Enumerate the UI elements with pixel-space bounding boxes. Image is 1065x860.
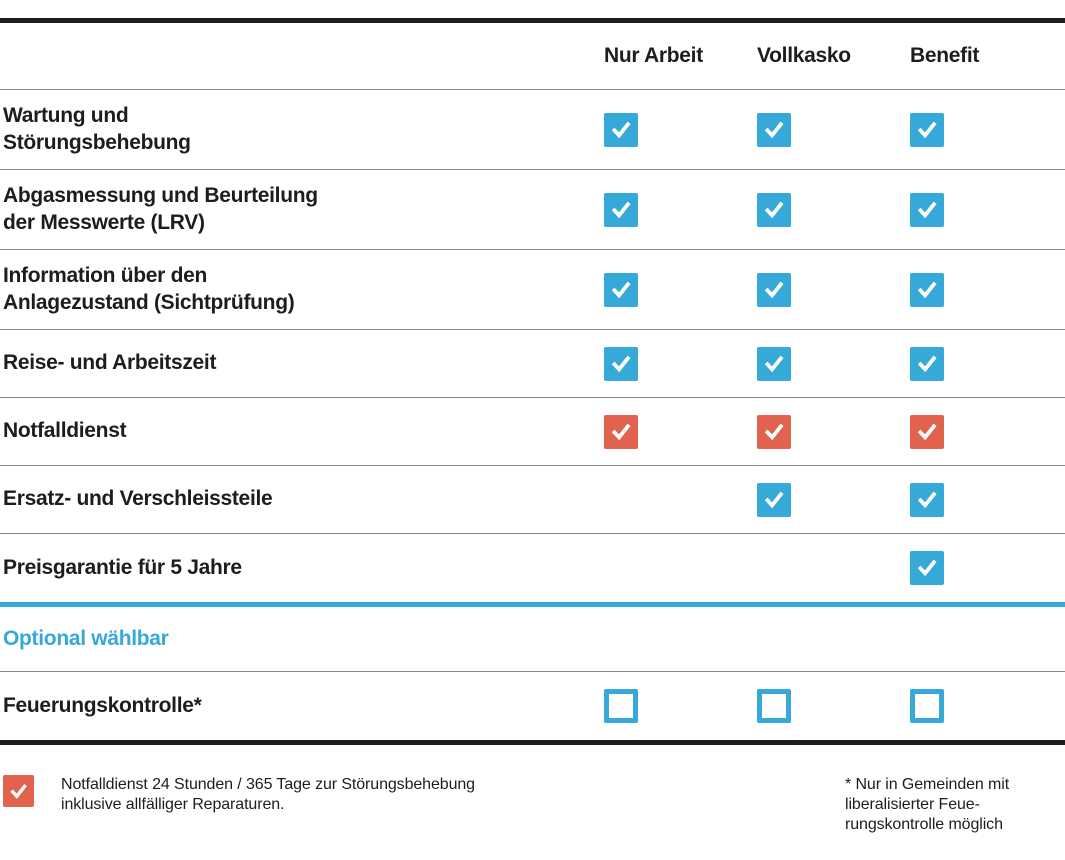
table-row: Notfalldienst bbox=[0, 398, 1065, 466]
blue-check-icon bbox=[757, 482, 791, 517]
red-check-icon bbox=[604, 414, 638, 449]
check-cell bbox=[910, 482, 1063, 517]
table-row: Ersatz- und Verschleissteile bbox=[0, 466, 1065, 534]
check-cell bbox=[604, 551, 757, 585]
check-cell bbox=[910, 112, 1063, 147]
blue-check-icon bbox=[604, 272, 638, 307]
table-header-row: Nur Arbeit Vollkasko Benefit bbox=[0, 23, 1065, 90]
row-label: Preisgarantie für 5 Jahre bbox=[3, 555, 242, 579]
table-row: Abgasmessung und Beurteilung der Messwer… bbox=[0, 170, 1065, 250]
footnote-left: Notfalldienst 24 Stunden / 365 Tage zur … bbox=[3, 775, 475, 835]
row-cells bbox=[604, 414, 1065, 449]
blue-check-icon bbox=[910, 346, 944, 381]
check-cell bbox=[604, 112, 757, 147]
check-cell bbox=[910, 272, 1063, 307]
check-cell bbox=[757, 346, 910, 381]
check-cell bbox=[757, 551, 910, 585]
row-cells bbox=[604, 551, 1065, 585]
table-row-optional: Feuerungskontrolle* bbox=[0, 672, 1065, 740]
check-cell bbox=[604, 483, 757, 517]
footnotes: Notfalldienst 24 Stunden / 365 Tage zur … bbox=[0, 775, 1065, 835]
row-cells bbox=[604, 346, 1065, 381]
row-cells bbox=[604, 192, 1065, 227]
table-row: Wartung und Störungsbehebung bbox=[0, 90, 1065, 170]
check-cell bbox=[604, 272, 757, 307]
row-cells bbox=[604, 689, 1065, 723]
column-header-nur-arbeit: Nur Arbeit bbox=[604, 44, 703, 67]
blue-check-icon bbox=[604, 112, 638, 147]
check-cell bbox=[910, 414, 1063, 449]
footnote-right-text: * Nur in Gemeinden mit liberalisierter F… bbox=[845, 776, 1010, 833]
check-cell bbox=[757, 192, 910, 227]
table-row: Reise- und Arbeitszeit bbox=[0, 330, 1065, 398]
blue-check-icon bbox=[757, 346, 791, 381]
red-check-icon bbox=[910, 414, 944, 449]
check-cell bbox=[604, 414, 757, 449]
empty-checkbox[interactable] bbox=[910, 689, 944, 723]
optional-section-rule bbox=[0, 602, 1065, 607]
blue-check-icon bbox=[910, 192, 944, 227]
empty-checkbox[interactable] bbox=[757, 689, 791, 723]
table-row: Preisgarantie für 5 Jahre bbox=[0, 534, 1065, 602]
check-cell bbox=[757, 272, 910, 307]
row-label: Information über den Anlagezustand (Sich… bbox=[3, 264, 295, 314]
row-cells bbox=[604, 272, 1065, 307]
blue-check-icon bbox=[604, 346, 638, 381]
check-cell bbox=[910, 192, 1063, 227]
red-check-icon bbox=[3, 775, 34, 807]
column-header-vollkasko: Vollkasko bbox=[757, 44, 851, 67]
empty-checkbox[interactable] bbox=[604, 689, 638, 723]
red-check-icon bbox=[757, 414, 791, 449]
check-cell bbox=[757, 482, 910, 517]
row-label: Ersatz- und Verschleissteile bbox=[3, 487, 273, 511]
row-label: Reise- und Arbeitszeit bbox=[3, 351, 217, 375]
blue-check-icon bbox=[757, 112, 791, 147]
table-row: Information über den Anlagezustand (Sich… bbox=[0, 250, 1065, 330]
optional-section-header: Optional wählbar bbox=[0, 607, 1065, 672]
check-cell bbox=[604, 346, 757, 381]
check-cell bbox=[757, 414, 910, 449]
blue-check-icon bbox=[910, 482, 944, 517]
check-cell bbox=[910, 551, 1063, 585]
blue-check-icon bbox=[910, 272, 944, 307]
check-cell bbox=[757, 112, 910, 147]
footnote-left-text: Notfalldienst 24 Stunden / 365 Tage zur … bbox=[61, 776, 475, 813]
check-cell bbox=[910, 689, 1063, 723]
blue-check-icon bbox=[757, 272, 791, 307]
column-header-benefit: Benefit bbox=[910, 44, 980, 67]
row-label: Wartung und Störungsbehebung bbox=[3, 104, 191, 154]
bottom-rule bbox=[0, 740, 1065, 745]
row-cells bbox=[604, 112, 1065, 147]
row-label: Feuerungskontrolle* bbox=[3, 693, 202, 717]
check-cell bbox=[604, 192, 757, 227]
row-label: Abgasmessung und Beurteilung der Messwer… bbox=[3, 184, 318, 234]
blue-check-icon bbox=[910, 112, 944, 147]
top-rule bbox=[0, 18, 1065, 23]
blue-check-icon bbox=[604, 192, 638, 227]
row-label: Notfalldienst bbox=[3, 419, 127, 443]
check-cell bbox=[910, 346, 1063, 381]
blue-check-icon bbox=[910, 551, 944, 585]
row-cells bbox=[604, 482, 1065, 517]
check-cell bbox=[604, 689, 757, 723]
check-cell bbox=[757, 689, 910, 723]
blue-check-icon bbox=[757, 192, 791, 227]
optional-section-title: Optional wählbar bbox=[3, 627, 169, 650]
